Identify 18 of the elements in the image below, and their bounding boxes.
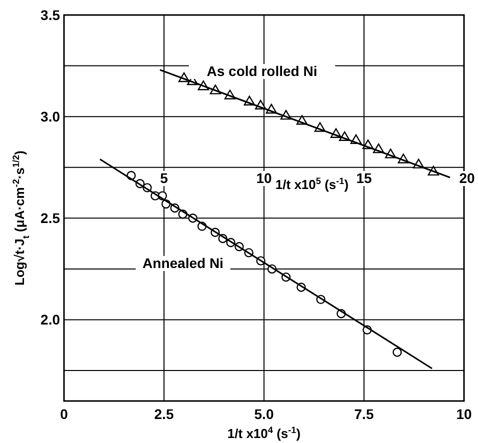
point — [392, 348, 402, 357]
series-label: Annealed Ni — [142, 255, 224, 271]
x-tick-label: 2.5 — [154, 406, 174, 422]
x-tick-label: 0 — [60, 406, 68, 422]
series-label: As cold rolled Ni — [206, 63, 318, 79]
x2-tick-label: 5 — [160, 170, 168, 186]
x-tick-label: 10 — [456, 406, 472, 422]
y-tick-label: 3.5 — [40, 7, 60, 23]
x-tick-label: 7.5 — [354, 406, 374, 422]
x2-tick-label: 10 — [256, 170, 272, 186]
y-tick-label: 2.5 — [40, 210, 60, 226]
x2-tick-label: 20 — [459, 170, 475, 186]
y-tick-label: 3.0 — [40, 108, 60, 125]
y-tick-label: 2.0 — [40, 312, 60, 328]
x2-axis-title: 1/t x10$^{5}$ (s$^{-1}$) — [275, 176, 349, 192]
x-axis-title: 1/t x10$^{4}$ (s$^{-1}$) — [227, 425, 301, 441]
x-tick-label: 5.0 — [254, 406, 274, 422]
x2-tick-label: 15 — [356, 170, 372, 186]
